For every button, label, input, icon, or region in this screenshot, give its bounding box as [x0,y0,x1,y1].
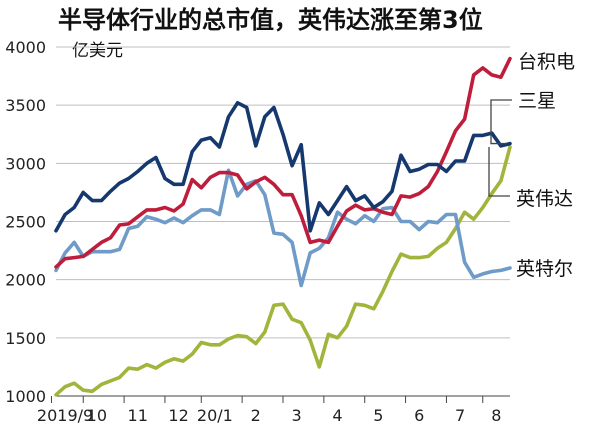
leader-line-nvidia [488,147,510,197]
x-tick-label: 12 [168,406,188,425]
gridlines [56,46,510,397]
x-tick-label: 2019/9 [37,406,93,425]
y-tick-label: 1500 [5,329,46,348]
y-tick-label: 3500 [5,96,46,115]
x-tick-label: 7 [455,406,465,425]
series-line-2 [54,145,512,397]
x-tick-label: 2 [251,406,261,425]
y-tick-label: 2500 [5,213,46,232]
legend-label-3: 英特尔 [516,258,573,280]
x-tick-label: 6 [414,406,424,425]
y-axis-ticks: 1000 1500 2000 2500 3000 3500 4000 [5,38,46,406]
x-tick-label: 4 [332,406,342,425]
leader-line-samsung [490,99,512,145]
y-tick-label: 3000 [5,154,46,173]
legend-label-0: 台积电 [518,51,575,73]
x-tick-label: 3 [292,406,302,425]
y-axis-unit-label: 亿美元 [72,41,123,61]
x-tick-label: 11 [128,406,148,425]
series-line-1 [54,101,512,233]
legend-label-1: 三星 [518,90,556,112]
x-axis-ticks: 2019/910 11 12 20/1 2 3 4 5 6 7 8 [37,395,510,425]
y-tick-label: 2000 [5,271,46,290]
y-tick-label: 1000 [5,387,46,406]
legend-label-2: 英伟达 [516,188,573,210]
x-tick-label: 10 [87,406,107,425]
series-line-0 [54,56,512,269]
y-tick-label: 4000 [5,38,46,57]
chart-title: 半导体行业的总市值，英伟达涨至第3位 [58,6,483,34]
series-lines [54,56,512,397]
x-tick-label: 20/1 [197,406,233,425]
series-line-3 [54,168,512,288]
x-tick-label: 8 [491,406,501,425]
x-tick-label: 5 [373,406,383,425]
